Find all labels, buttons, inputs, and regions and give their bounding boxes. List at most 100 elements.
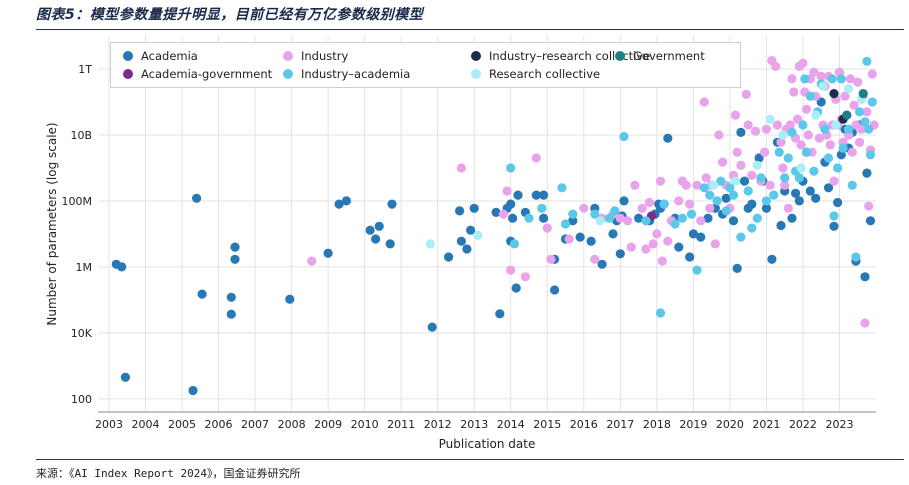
industry-point bbox=[502, 186, 512, 196]
research-collective-point bbox=[796, 163, 806, 173]
industry-point bbox=[692, 180, 702, 190]
industry-point bbox=[849, 100, 859, 110]
research-collective-point bbox=[425, 239, 435, 249]
academia-point bbox=[663, 133, 673, 143]
x-tick-label: 2008 bbox=[278, 418, 306, 431]
legend-label: Industry–academia bbox=[301, 67, 411, 81]
industry-point bbox=[814, 133, 825, 143]
x-tick-label: 2022 bbox=[789, 418, 817, 431]
industry-point bbox=[847, 147, 857, 157]
industry-academia-point bbox=[747, 223, 757, 233]
x-tick-label: 2019 bbox=[679, 418, 707, 431]
legend-item: Industry bbox=[283, 48, 348, 64]
industry-point bbox=[736, 160, 746, 170]
academia-point bbox=[829, 221, 839, 231]
industry-academia-point bbox=[851, 252, 861, 262]
academia-point bbox=[513, 190, 523, 200]
x-tick-label: 2018 bbox=[643, 418, 671, 431]
industry-point bbox=[856, 124, 867, 134]
industry-point bbox=[798, 58, 808, 68]
academia-point bbox=[188, 385, 198, 396]
industry-academia-point bbox=[823, 153, 834, 163]
legend-marker bbox=[283, 51, 293, 61]
industry-point bbox=[741, 89, 751, 99]
academia-point bbox=[462, 244, 472, 254]
academia-point bbox=[811, 193, 821, 203]
legend-label: Academia bbox=[141, 49, 198, 63]
industry-point bbox=[860, 318, 870, 328]
industry-point bbox=[780, 180, 790, 190]
industry-point bbox=[623, 216, 633, 226]
industry-academia-point bbox=[864, 124, 874, 134]
industry-academia-point bbox=[619, 131, 629, 142]
legend-label: Government bbox=[633, 49, 705, 63]
industry-academia-point bbox=[867, 97, 877, 107]
academia-point bbox=[747, 199, 757, 209]
industry-point bbox=[862, 107, 872, 117]
academia-point bbox=[761, 203, 772, 213]
industry-academia-point bbox=[705, 190, 715, 200]
academia-point bbox=[791, 188, 801, 198]
x-axis-ticks: 2003 2004 2005 2006 2007 2008 2009 2010 2011 2012… bbox=[95, 418, 854, 431]
legend-marker bbox=[615, 51, 625, 61]
academia-point bbox=[597, 259, 607, 269]
x-tick-label: 2023 bbox=[825, 418, 853, 431]
academia-point bbox=[230, 254, 240, 264]
academia-point bbox=[787, 213, 797, 223]
academia-point bbox=[226, 309, 236, 319]
industry-academia-point bbox=[802, 147, 812, 157]
industry-point bbox=[615, 213, 625, 223]
industry-point bbox=[663, 236, 673, 246]
industry-academia-point bbox=[537, 203, 547, 213]
academia-point bbox=[323, 248, 333, 258]
grid-lines bbox=[98, 36, 876, 412]
industry-academia-point bbox=[820, 124, 830, 134]
academia-point bbox=[575, 232, 585, 242]
x-tick-label: 2006 bbox=[205, 418, 233, 431]
research-collective-point bbox=[765, 114, 775, 124]
industry-point bbox=[772, 120, 783, 130]
industry-point bbox=[641, 244, 651, 254]
y-tick-label: 1T bbox=[78, 63, 92, 76]
academia-point bbox=[550, 285, 560, 295]
research-collective-point bbox=[595, 216, 605, 226]
industry-point bbox=[637, 203, 647, 213]
industry-academia-point bbox=[761, 196, 772, 206]
x-axis-title: Publication date bbox=[439, 437, 536, 451]
academia-point bbox=[341, 196, 351, 206]
y-axis-title: Number of parameters (log scale) bbox=[45, 122, 59, 325]
industry-point bbox=[787, 74, 797, 84]
legend-item: Government bbox=[615, 48, 705, 64]
industry-academia-point bbox=[844, 124, 854, 134]
industry-point bbox=[657, 256, 667, 266]
industry-point bbox=[761, 124, 772, 134]
academia-point bbox=[732, 263, 742, 273]
academia-point bbox=[466, 225, 476, 235]
x-tick-label: 2011 bbox=[387, 418, 415, 431]
industry-point bbox=[750, 126, 761, 136]
industry-academia-point bbox=[865, 150, 876, 160]
government-point bbox=[858, 89, 868, 99]
industry-point bbox=[506, 265, 516, 275]
industry-point bbox=[652, 229, 662, 239]
academia-point bbox=[865, 216, 876, 226]
industry-point bbox=[630, 180, 640, 190]
academia-point bbox=[688, 229, 699, 239]
industry-point bbox=[853, 77, 863, 87]
academia-point bbox=[805, 186, 815, 196]
industry-academia-point bbox=[692, 265, 702, 275]
industry-point bbox=[776, 137, 786, 147]
industry-point bbox=[732, 147, 742, 157]
industry-point bbox=[864, 201, 874, 211]
academia-point bbox=[816, 97, 826, 107]
industry-point bbox=[714, 130, 724, 140]
industry-point bbox=[564, 234, 574, 244]
industry-academia-point bbox=[798, 120, 808, 130]
title-rule bbox=[36, 29, 904, 30]
industry-point bbox=[456, 163, 466, 173]
academia-point bbox=[334, 199, 344, 209]
industry-academia-point bbox=[805, 91, 815, 101]
industry-point bbox=[546, 254, 556, 264]
academia-point bbox=[469, 203, 479, 213]
x-tick-label: 2003 bbox=[95, 418, 123, 431]
